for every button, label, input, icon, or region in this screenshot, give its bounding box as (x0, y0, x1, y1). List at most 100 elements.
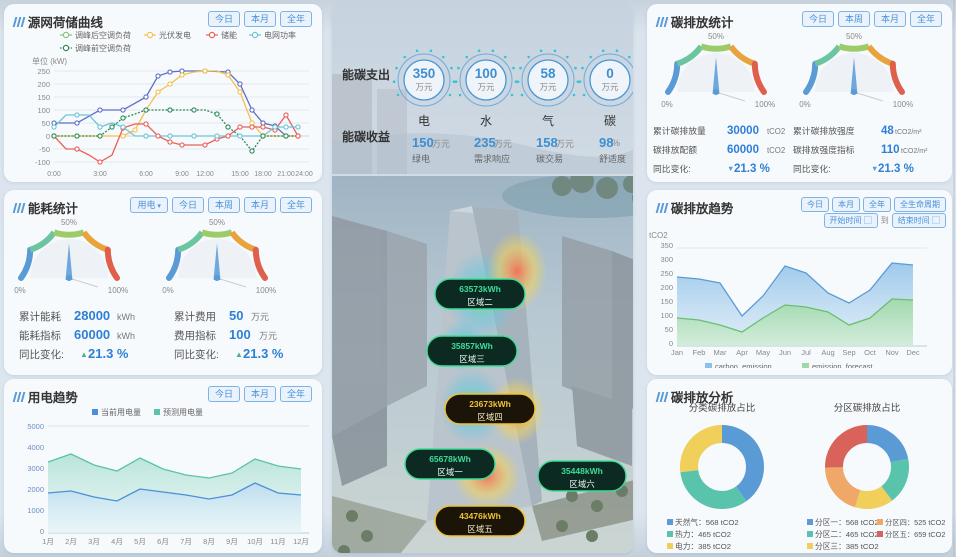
svg-text:累计碳排放强度: 累计碳排放强度 (793, 125, 855, 136)
svg-text:100: 100 (475, 66, 498, 81)
svg-text:水: 水 (480, 114, 492, 128)
svg-text:区域一: 区域一 (437, 467, 463, 477)
svg-text:tCO2/m²: tCO2/m² (901, 148, 928, 155)
svg-text:250: 250 (660, 269, 673, 278)
svg-text:kWh: kWh (117, 331, 135, 341)
svg-text:▲: ▲ (235, 350, 243, 359)
svg-text:150: 150 (660, 297, 673, 306)
svg-text:100: 100 (37, 106, 50, 115)
svg-text:储能: 储能 (221, 30, 237, 40)
svg-text:9月: 9月 (226, 537, 238, 546)
svg-text:万元: 万元 (601, 82, 619, 92)
svg-text:100: 100 (229, 327, 251, 342)
svg-text:15:00: 15:00 (231, 171, 249, 178)
svg-text:-100: -100 (35, 158, 50, 167)
svg-text:11月: 11月 (270, 537, 285, 546)
svg-text:50: 50 (665, 325, 673, 334)
svg-text:150: 150 (412, 135, 434, 150)
svg-text:能耗指标: 能耗指标 (19, 329, 61, 342)
svg-text:10月: 10月 (247, 537, 263, 546)
svg-text:万元: 万元 (259, 331, 277, 341)
svg-text:分区三：385 tCO2: 分区三：385 tCO2 (815, 542, 879, 551)
svg-text:Oct: Oct (864, 348, 877, 357)
svg-text:carbon_emission: carbon_emission (715, 362, 772, 368)
svg-text:绿电: 绿电 (412, 153, 430, 164)
svg-text:碳交易: 碳交易 (536, 153, 563, 164)
svg-text:kWh: kWh (117, 312, 135, 322)
svg-text:区域五: 区域五 (467, 524, 493, 534)
svg-text:35448kWh: 35448kWh (561, 466, 603, 476)
svg-text:气: 气 (542, 113, 554, 128)
svg-text:碳: 碳 (604, 114, 616, 128)
svg-text:区域四: 区域四 (477, 412, 503, 422)
svg-text:5000: 5000 (27, 422, 44, 431)
svg-text:158: 158 (536, 135, 558, 150)
svg-text:2月: 2月 (65, 537, 77, 546)
svg-text:350: 350 (660, 241, 673, 250)
svg-text:35857kWh: 35857kWh (451, 341, 493, 351)
svg-text:费用指标: 费用指标 (174, 329, 216, 342)
svg-text:Feb: Feb (693, 348, 706, 357)
svg-text:区域六: 区域六 (569, 479, 595, 489)
svg-text:6月: 6月 (157, 537, 169, 546)
svg-text:分区一：568 tCO2: 分区一：568 tCO2 (815, 518, 879, 527)
svg-text:tCO2: tCO2 (649, 231, 668, 240)
svg-text:110: 110 (881, 144, 900, 156)
svg-text:单位 (kW): 单位 (kW) (32, 56, 67, 66)
svg-text:Mar: Mar (714, 348, 727, 357)
svg-text:12月: 12月 (293, 537, 309, 546)
svg-text:万元: 万元 (539, 82, 557, 92)
svg-text:光伏发电: 光伏发电 (159, 30, 191, 40)
svg-text:1月: 1月 (42, 537, 54, 546)
svg-text:万元: 万元 (432, 139, 450, 149)
svg-text:0: 0 (46, 132, 50, 141)
svg-text:28000: 28000 (74, 308, 110, 323)
svg-text:分区五：659 tCO2: 分区五：659 tCO2 (885, 530, 945, 539)
svg-text:4000: 4000 (27, 443, 44, 452)
svg-text:0: 0 (669, 339, 673, 348)
svg-text:65678kWh: 65678kWh (429, 454, 471, 464)
svg-text:区域二: 区域二 (467, 297, 493, 307)
svg-text:万元: 万元 (556, 139, 574, 149)
svg-text:200: 200 (37, 80, 50, 89)
svg-text:碳排放强度指标: 碳排放强度指标 (793, 144, 855, 155)
svg-text:18:00: 18:00 (254, 171, 272, 178)
svg-text:235: 235 (474, 135, 496, 150)
svg-text:tCO2: tCO2 (767, 146, 785, 155)
svg-text:区域三: 区域三 (459, 354, 485, 364)
svg-text:当前用电量: 当前用电量 (101, 407, 141, 417)
svg-text:48: 48 (881, 125, 894, 137)
svg-text:同比变化:: 同比变化: (19, 348, 64, 361)
svg-text:12:00: 12:00 (196, 171, 214, 178)
svg-text:万元: 万元 (415, 82, 433, 92)
svg-text:Jun: Jun (779, 348, 791, 357)
svg-text:同比变化:: 同比变化: (653, 163, 691, 174)
svg-text:Jan: Jan (671, 348, 683, 357)
svg-text:预测用电量: 预测用电量 (163, 407, 203, 417)
svg-text:tCO2/m²: tCO2/m² (895, 129, 922, 136)
svg-text:4月: 4月 (111, 537, 123, 546)
svg-text:天然气：568 tCO2: 天然气：568 tCO2 (675, 517, 739, 527)
svg-text:-50: -50 (39, 145, 50, 154)
svg-text:200: 200 (660, 283, 673, 292)
svg-text:累计碳排放量: 累计碳排放量 (653, 125, 706, 136)
svg-text:21.3 %: 21.3 % (243, 346, 284, 361)
svg-text:50: 50 (42, 119, 50, 128)
svg-text:150: 150 (37, 93, 50, 102)
svg-text:同比变化:: 同比变化: (793, 163, 831, 174)
svg-text:电力：385 tCO2: 电力：385 tCO2 (675, 541, 731, 551)
svg-text:2000: 2000 (27, 485, 44, 494)
svg-text:累计费用: 累计费用 (174, 310, 216, 323)
svg-text:调峰前空调负荷: 调峰前空调负荷 (75, 43, 131, 53)
svg-text:电: 电 (418, 114, 430, 128)
svg-text:分类碳排放占比: 分类碳排放占比 (689, 402, 756, 414)
svg-text:分区四：525 tCO2: 分区四：525 tCO2 (885, 518, 945, 527)
svg-text:碳排放配额: 碳排放配额 (653, 144, 697, 155)
svg-text:5月: 5月 (134, 537, 146, 546)
svg-text:21.3 %: 21.3 % (88, 346, 129, 361)
svg-text:6:00: 6:00 (139, 171, 153, 178)
svg-text:热力：465 tCO2: 热力：465 tCO2 (675, 529, 731, 539)
svg-text:May: May (756, 348, 770, 357)
svg-text:调峰后空调负荷: 调峰后空调负荷 (75, 30, 131, 40)
svg-text:需求响应: 需求响应 (474, 153, 510, 164)
